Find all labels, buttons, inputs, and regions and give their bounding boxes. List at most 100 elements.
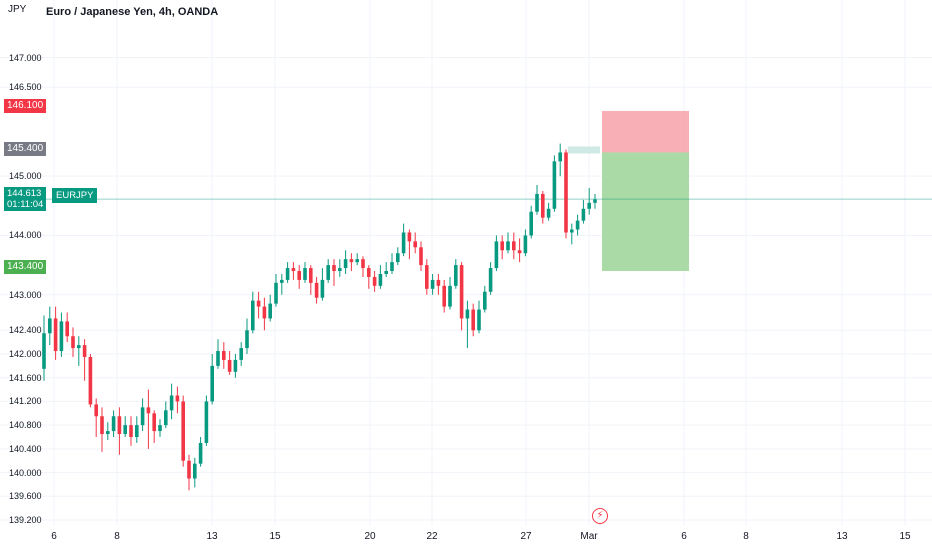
stop-price-badge: 146.100 <box>4 99 47 113</box>
candle-body <box>309 268 313 283</box>
bar-countdown: 01:11:04 <box>7 199 44 210</box>
entry-price-label: 145.400 <box>7 143 44 154</box>
candle-body <box>535 193 539 212</box>
candle-body <box>575 220 580 230</box>
candle-body <box>135 425 139 438</box>
candle-body <box>169 395 174 411</box>
x-tick-label: 15 <box>899 531 911 542</box>
symbol-badge: EURJPY <box>52 188 98 203</box>
y-tick-label: 139.600 <box>9 491 42 502</box>
candle-body <box>407 232 412 242</box>
y-tick-label: 146.500 <box>9 82 42 93</box>
reward-zone <box>602 152 689 272</box>
candle-body <box>338 268 342 272</box>
x-tick-label: 8 <box>743 531 749 542</box>
candle-body <box>227 359 232 372</box>
candle-body <box>558 152 562 162</box>
x-tick-label: 27 <box>520 531 532 542</box>
candle-body <box>471 309 475 331</box>
candle-body <box>129 425 133 438</box>
candle-body <box>465 309 470 319</box>
candle-body <box>430 279 435 289</box>
entry-marker <box>568 146 600 154</box>
candle-body <box>454 265 458 286</box>
candle-body <box>361 259 365 269</box>
candle-body <box>53 318 58 352</box>
candle-body <box>506 241 510 251</box>
y-tick-label: 144.000 <box>9 230 42 241</box>
candle-body <box>349 259 354 263</box>
x-tick-label: 8 <box>114 531 120 542</box>
candle-body <box>494 241 499 269</box>
candle-body <box>59 321 64 352</box>
candle-body <box>268 303 272 319</box>
candle-body <box>384 271 388 274</box>
candle-body <box>71 336 75 349</box>
candle-body <box>425 265 429 289</box>
candle-body <box>367 268 371 277</box>
candle-body <box>581 208 586 221</box>
y-tick-label: 140.000 <box>9 467 42 478</box>
candle-body <box>239 348 243 360</box>
candle-body <box>517 250 522 254</box>
candle-body <box>303 268 307 280</box>
candle-body <box>123 425 127 435</box>
candle-body <box>378 273 383 286</box>
candle-body <box>448 285 452 307</box>
candle-body <box>355 259 359 263</box>
candle-body <box>100 416 104 435</box>
candle-body <box>204 401 209 443</box>
candle-body <box>175 395 180 402</box>
candle-body <box>459 265 464 319</box>
candle-body <box>193 463 197 479</box>
candle-body <box>546 208 551 218</box>
candle-body <box>297 271 301 280</box>
candle-body <box>245 330 249 349</box>
current-price-value: 144.613 <box>7 188 42 199</box>
y-tick-label: 145.000 <box>9 171 42 182</box>
candle-body <box>181 401 185 461</box>
candle-body <box>88 356 93 405</box>
x-tick-label: 6 <box>51 531 57 542</box>
candle-body <box>587 202 591 209</box>
candle-body <box>500 241 504 251</box>
y-tick-label: 140.800 <box>9 420 42 431</box>
candle-body <box>343 259 348 269</box>
candle-body <box>401 232 406 254</box>
candle-body <box>210 365 214 402</box>
candle-body <box>233 359 238 372</box>
candle-body <box>390 262 394 272</box>
candle-body <box>564 152 568 233</box>
currency-unit: JPY <box>8 4 27 15</box>
current-price-badge: 144.613 01:11:04 <box>4 187 47 211</box>
lightning-icon[interactable]: ⚡︎ <box>592 508 608 524</box>
candle-body <box>372 276 377 286</box>
candle-body <box>48 318 52 334</box>
candle-body <box>77 345 81 349</box>
target-price-badge: 143.400 <box>4 260 47 274</box>
chart-title: Euro / Japanese Yen, 4h, OANDA <box>46 6 219 18</box>
x-tick-label: 6 <box>681 531 687 542</box>
entry-price-badge: 145.400 <box>4 142 47 156</box>
candle-body <box>442 285 446 307</box>
x-tick-label: Mar <box>580 531 598 542</box>
candle-body <box>291 268 296 272</box>
candle-body <box>256 300 261 307</box>
y-tick-label: 147.000 <box>9 52 42 63</box>
candle-body <box>477 309 481 331</box>
candle-body <box>251 300 255 331</box>
y-tick-label: 141.600 <box>9 372 42 383</box>
candle-body <box>216 351 220 366</box>
candle-body <box>280 279 284 283</box>
candle-body <box>320 279 325 298</box>
candle-body <box>274 282 278 304</box>
candle-body <box>222 351 226 360</box>
candle-body <box>396 253 400 263</box>
candle-body <box>488 268 493 292</box>
risk-zone <box>602 110 689 153</box>
candle-body <box>552 161 557 209</box>
candle-body <box>523 235 528 254</box>
candle-body <box>42 333 46 369</box>
x-tick-label: 15 <box>269 531 281 542</box>
